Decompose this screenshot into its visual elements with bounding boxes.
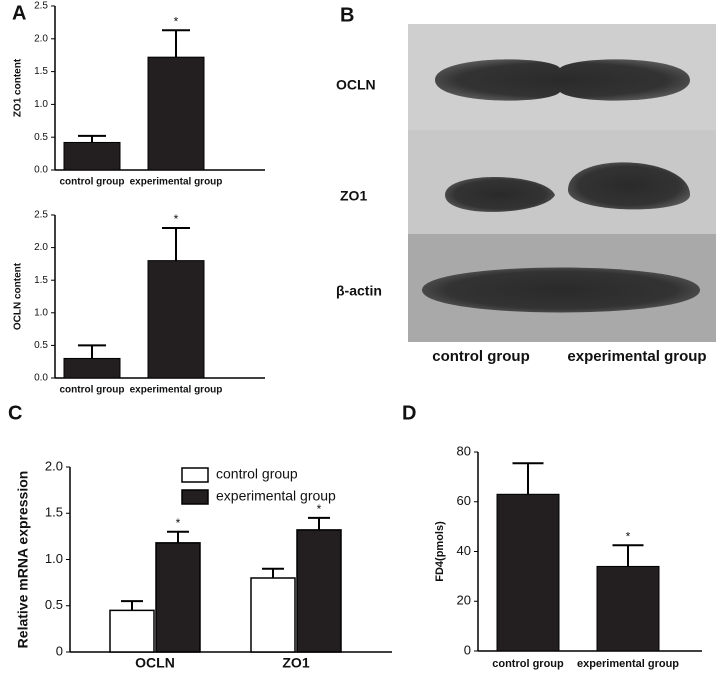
y-tick-label: 1.0: [34, 99, 48, 110]
error-bar: [512, 462, 544, 495]
panel-label: B: [340, 4, 354, 26]
y-tick-label: 60: [457, 493, 471, 508]
western-blot: OCLN ZO1 β-actin control group experimen…: [336, 24, 716, 365]
y-tick-label: 2.5: [34, 210, 48, 221]
y-tick-label: 1.5: [34, 275, 48, 286]
y-tick-label: 0.5: [34, 132, 48, 143]
bar: [109, 609, 155, 653]
bar: [63, 357, 121, 379]
significance: *: [317, 502, 322, 516]
y-tick-label: 0.5: [45, 597, 63, 612]
significance: *: [174, 212, 179, 226]
y-tick-label: 2.0: [34, 242, 48, 253]
legend-label: control group: [216, 466, 298, 482]
blot-row-label: OCLN: [336, 77, 376, 93]
bar: [147, 56, 205, 171]
y-tick-label: 0: [464, 642, 471, 657]
y-tick-label: 2.0: [45, 458, 63, 473]
error-bar: [162, 227, 190, 261]
blot-band: [435, 59, 690, 101]
bar: [496, 493, 560, 652]
blot-row-label: β-actin: [336, 283, 382, 299]
x-tick-label: experimental group: [130, 385, 223, 396]
panel-label: D: [402, 402, 416, 424]
blot-row-label: ZO1: [340, 188, 367, 204]
legend-swatch: [181, 467, 209, 483]
error-bar: [308, 516, 330, 530]
bar: [596, 565, 660, 652]
y-tick-label: 0: [56, 643, 63, 658]
error-bar: [78, 134, 106, 143]
x-tick-label: experimental group: [130, 177, 223, 188]
blot-band: [568, 162, 690, 210]
x-tick-label: experimental group: [577, 658, 679, 670]
y-tick-label: 0.0: [34, 373, 48, 384]
significance: *: [626, 529, 631, 543]
bar: [296, 529, 342, 653]
error-bar: [612, 544, 644, 567]
x-tick-label: control group: [60, 385, 125, 396]
panel-label: C: [8, 402, 22, 424]
bar: [147, 260, 205, 379]
x-tick-label: ZO1: [282, 655, 309, 671]
panel-label: A: [12, 2, 26, 24]
y-tick-label: 80: [457, 443, 471, 458]
y-tick-label: 40: [457, 543, 471, 558]
y-axis-label: OCLN content: [13, 262, 24, 330]
blot-band: [422, 267, 700, 313]
bar: [155, 542, 201, 653]
error-bar: [121, 600, 143, 611]
blot-column-label: control group: [432, 348, 530, 365]
legend-label: experimental group: [216, 488, 336, 504]
error-bar: [78, 344, 106, 359]
y-tick-label: 2.0: [34, 33, 48, 44]
y-tick-label: 2.5: [34, 1, 48, 12]
x-tick-label: OCLN: [135, 655, 175, 671]
y-axis-label: Relative mRNA expression: [15, 471, 31, 649]
y-tick-label: 0.5: [34, 340, 48, 351]
x-tick-label: control group: [492, 658, 564, 670]
significance: *: [174, 14, 179, 28]
blot-band: [445, 176, 555, 212]
legend-swatch: [181, 489, 209, 505]
x-tick-label: control group: [60, 177, 125, 188]
bar: [63, 141, 121, 171]
y-tick-label: 1.5: [45, 505, 63, 520]
y-tick-label: 20: [457, 593, 471, 608]
bar: [250, 577, 296, 653]
error-bar: [162, 29, 190, 58]
y-tick-label: 1.0: [45, 551, 63, 566]
y-tick-label: 1.5: [34, 66, 48, 77]
error-bar: [167, 530, 189, 543]
y-tick-label: 1.0: [34, 307, 48, 318]
error-bar: [262, 567, 284, 578]
y-axis-label: FD4(pmols): [434, 521, 446, 582]
blot-column-label: experimental group: [567, 348, 706, 365]
significance: *: [176, 516, 181, 530]
y-axis-label: ZO1 content: [13, 58, 24, 117]
y-tick-label: 0.0: [34, 165, 48, 176]
